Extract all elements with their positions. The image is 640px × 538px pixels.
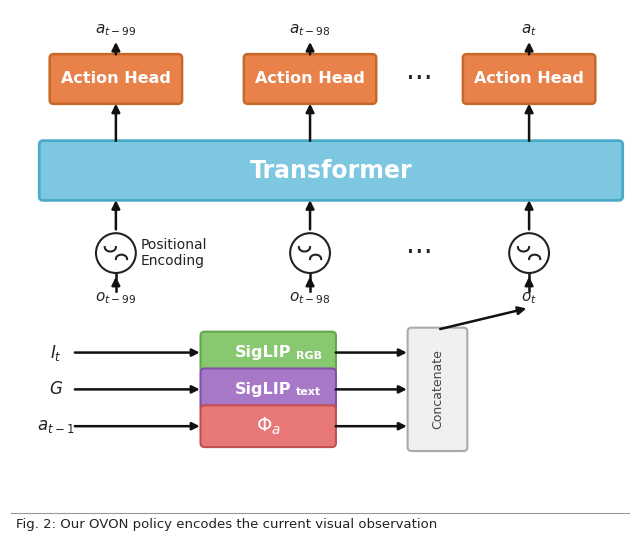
Text: $a_{t-98}$: $a_{t-98}$ [289, 23, 331, 38]
Text: ···: ··· [406, 65, 433, 93]
FancyBboxPatch shape [39, 140, 623, 200]
FancyBboxPatch shape [244, 54, 376, 104]
FancyBboxPatch shape [408, 328, 467, 451]
Circle shape [509, 233, 549, 273]
Text: $a_t$: $a_t$ [521, 23, 537, 38]
Text: Action Head: Action Head [255, 72, 365, 87]
Text: Positional
Encoding: Positional Encoding [141, 238, 207, 268]
FancyBboxPatch shape [200, 369, 336, 410]
FancyBboxPatch shape [50, 54, 182, 104]
Text: $o_t$: $o_t$ [521, 290, 537, 306]
Circle shape [290, 233, 330, 273]
Text: $a_{t-99}$: $a_{t-99}$ [95, 23, 136, 38]
Text: Transformer: Transformer [250, 159, 412, 182]
FancyBboxPatch shape [200, 331, 336, 373]
Text: SigLIP: SigLIP [235, 345, 291, 360]
Text: SigLIP: SigLIP [235, 382, 291, 397]
Text: Concatenate: Concatenate [431, 350, 444, 429]
Text: Action Head: Action Head [61, 72, 171, 87]
Text: $a_{t-1}$: $a_{t-1}$ [38, 417, 75, 435]
Text: ···: ··· [406, 239, 433, 267]
FancyBboxPatch shape [463, 54, 595, 104]
Text: $o_{t-98}$: $o_{t-98}$ [289, 290, 331, 306]
Text: $G$: $G$ [49, 380, 63, 398]
Text: $\Phi_a$: $\Phi_a$ [256, 415, 281, 437]
Circle shape [96, 233, 136, 273]
Text: text: text [296, 387, 321, 398]
Text: Action Head: Action Head [474, 72, 584, 87]
Text: RGB: RGB [296, 351, 323, 360]
FancyBboxPatch shape [200, 405, 336, 447]
Text: $I_t$: $I_t$ [50, 343, 62, 363]
Text: $o_{t-99}$: $o_{t-99}$ [95, 290, 136, 306]
Text: Fig. 2: Our OVON policy encodes the current visual observation: Fig. 2: Our OVON policy encodes the curr… [17, 518, 438, 530]
